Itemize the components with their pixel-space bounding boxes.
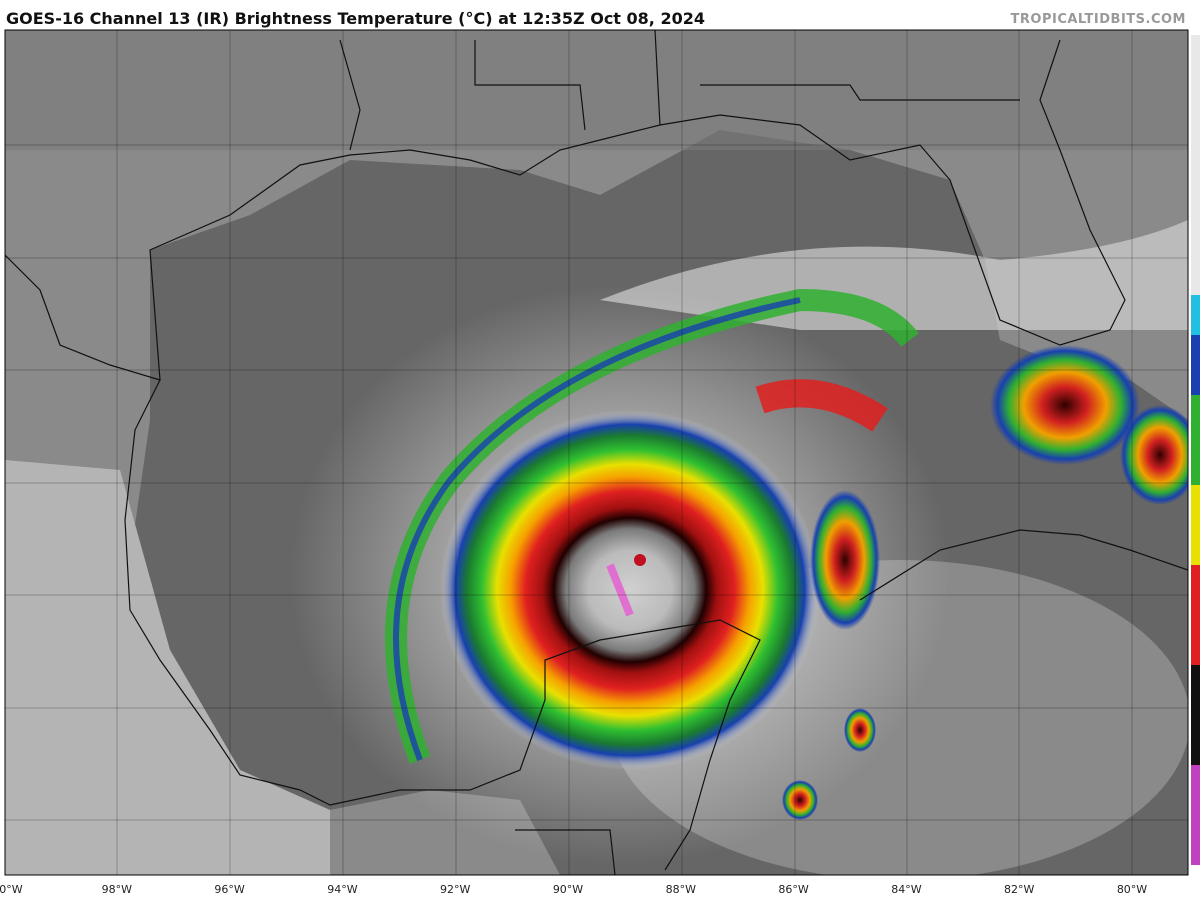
convective-cell — [990, 345, 1140, 465]
convective-cell — [844, 708, 876, 752]
convective-cell — [1120, 405, 1188, 505]
mexico-clouds — [5, 460, 330, 875]
hurricane-eye — [634, 554, 646, 566]
longitude-label: 94°W — [327, 883, 357, 896]
colorbar-segment — [1191, 335, 1200, 395]
colorbar-segment — [1191, 765, 1200, 865]
longitude-label: 82°W — [1004, 883, 1034, 896]
longitude-label: 80°W — [1117, 883, 1147, 896]
coldest-tops — [606, 563, 634, 617]
north-land — [5, 30, 1188, 150]
credit: TROPICALTIDBITS.COM — [1010, 12, 1186, 27]
map-frame — [4, 29, 1189, 876]
imagery — [5, 30, 1188, 875]
longitude-label: 84°W — [891, 883, 921, 896]
longitude-label: 98°W — [102, 883, 132, 896]
graticule — [5, 30, 1188, 875]
colorbar-segment — [1191, 295, 1200, 335]
longitude-label: 96°W — [214, 883, 244, 896]
longitude-labels: 100°W 98°W 96°W 94°W 92°W 90°W 88°W 86°W 84°W 82°… — [0, 883, 1147, 896]
hurricane-core — [440, 410, 820, 770]
colorbar-segment — [1191, 395, 1200, 485]
coastlines — [5, 30, 1188, 875]
convective-cell — [782, 780, 818, 820]
map-title: GOES-16 Channel 13 (IR) Brightness Tempe… — [6, 9, 705, 28]
convective-band — [755, 379, 888, 432]
rain-band-edge — [393, 297, 801, 762]
colorbar — [1191, 35, 1200, 865]
longitude-label: 90°W — [553, 883, 583, 896]
longitude-label: 100°W — [0, 883, 23, 896]
convective-cell — [810, 490, 880, 630]
longitude-label: 88°W — [666, 883, 696, 896]
colorbar-segment — [1191, 35, 1200, 295]
longitude-label: 86°W — [778, 883, 808, 896]
colorbar-segment — [1191, 565, 1200, 665]
colorbar-segment — [1191, 665, 1200, 765]
colorbar-segment — [1191, 485, 1200, 565]
longitude-label: 92°W — [440, 883, 470, 896]
